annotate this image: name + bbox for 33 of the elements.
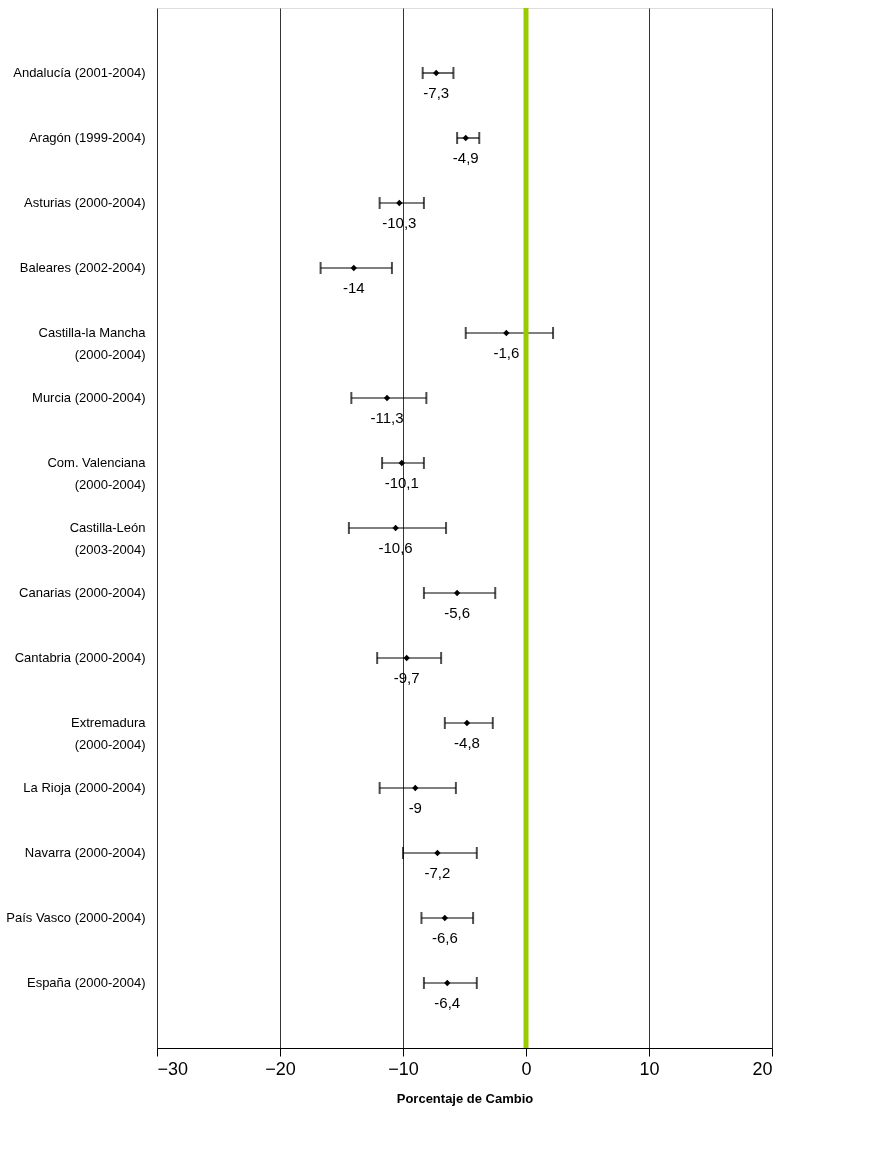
data-label: -9 bbox=[408, 799, 422, 816]
y-tick-label: Extremadura (2000-2004) bbox=[71, 715, 147, 752]
x-tick-label: −20 bbox=[265, 1058, 296, 1079]
x-axis-title: Porcentaje de Cambio bbox=[396, 1090, 534, 1106]
x-tick-label: −10 bbox=[388, 1058, 419, 1079]
x-tick-label: 0 bbox=[521, 1058, 532, 1079]
y-tick-label: España (2000-2004) bbox=[26, 975, 146, 990]
data-label: -6,6 bbox=[431, 929, 458, 946]
data-label: -4,9 bbox=[452, 149, 479, 166]
y-tick-label: Asturias (2000-2004) bbox=[24, 195, 146, 210]
data-label: -7,3 bbox=[423, 84, 450, 101]
data-label: -1,6 bbox=[493, 344, 520, 361]
y-tick-label: Baleares (2002-2004) bbox=[19, 260, 146, 275]
data-label: -5,6 bbox=[444, 604, 471, 621]
y-tick-label: Aragón (1999-2004) bbox=[29, 130, 146, 145]
y-tick-label: Murcia (2000-2004) bbox=[32, 390, 146, 405]
data-label: -7,2 bbox=[424, 864, 451, 881]
y-tick-label: Cantabria (2000-2004) bbox=[14, 650, 146, 665]
data-label: -11,3 bbox=[370, 409, 404, 426]
data-label: -14 bbox=[342, 279, 365, 296]
data-label: -4,8 bbox=[454, 734, 480, 751]
x-tick-label: 10 bbox=[639, 1058, 660, 1079]
y-tick-label: Com. Valenciana (2000-2004) bbox=[47, 455, 147, 492]
x-tick-label: −30 bbox=[157, 1058, 189, 1079]
y-tick-label: La Rioja (2000-2004) bbox=[23, 780, 146, 795]
y-tick-label: País Vasco (2000-2004) bbox=[6, 910, 146, 925]
y-tick-label: Navarra (2000-2004) bbox=[24, 845, 146, 860]
data-label: -6,4 bbox=[434, 994, 461, 1011]
y-tick-label: Castilla-León (2003-2004) bbox=[69, 520, 146, 557]
y-tick-label: Castilla-la Mancha (2000-2004) bbox=[38, 325, 147, 362]
x-tick-label: 20 bbox=[752, 1058, 773, 1079]
y-tick-label: Canarias (2000-2004) bbox=[19, 585, 146, 600]
y-tick-label: Andalucía (2001-2004) bbox=[13, 65, 146, 80]
